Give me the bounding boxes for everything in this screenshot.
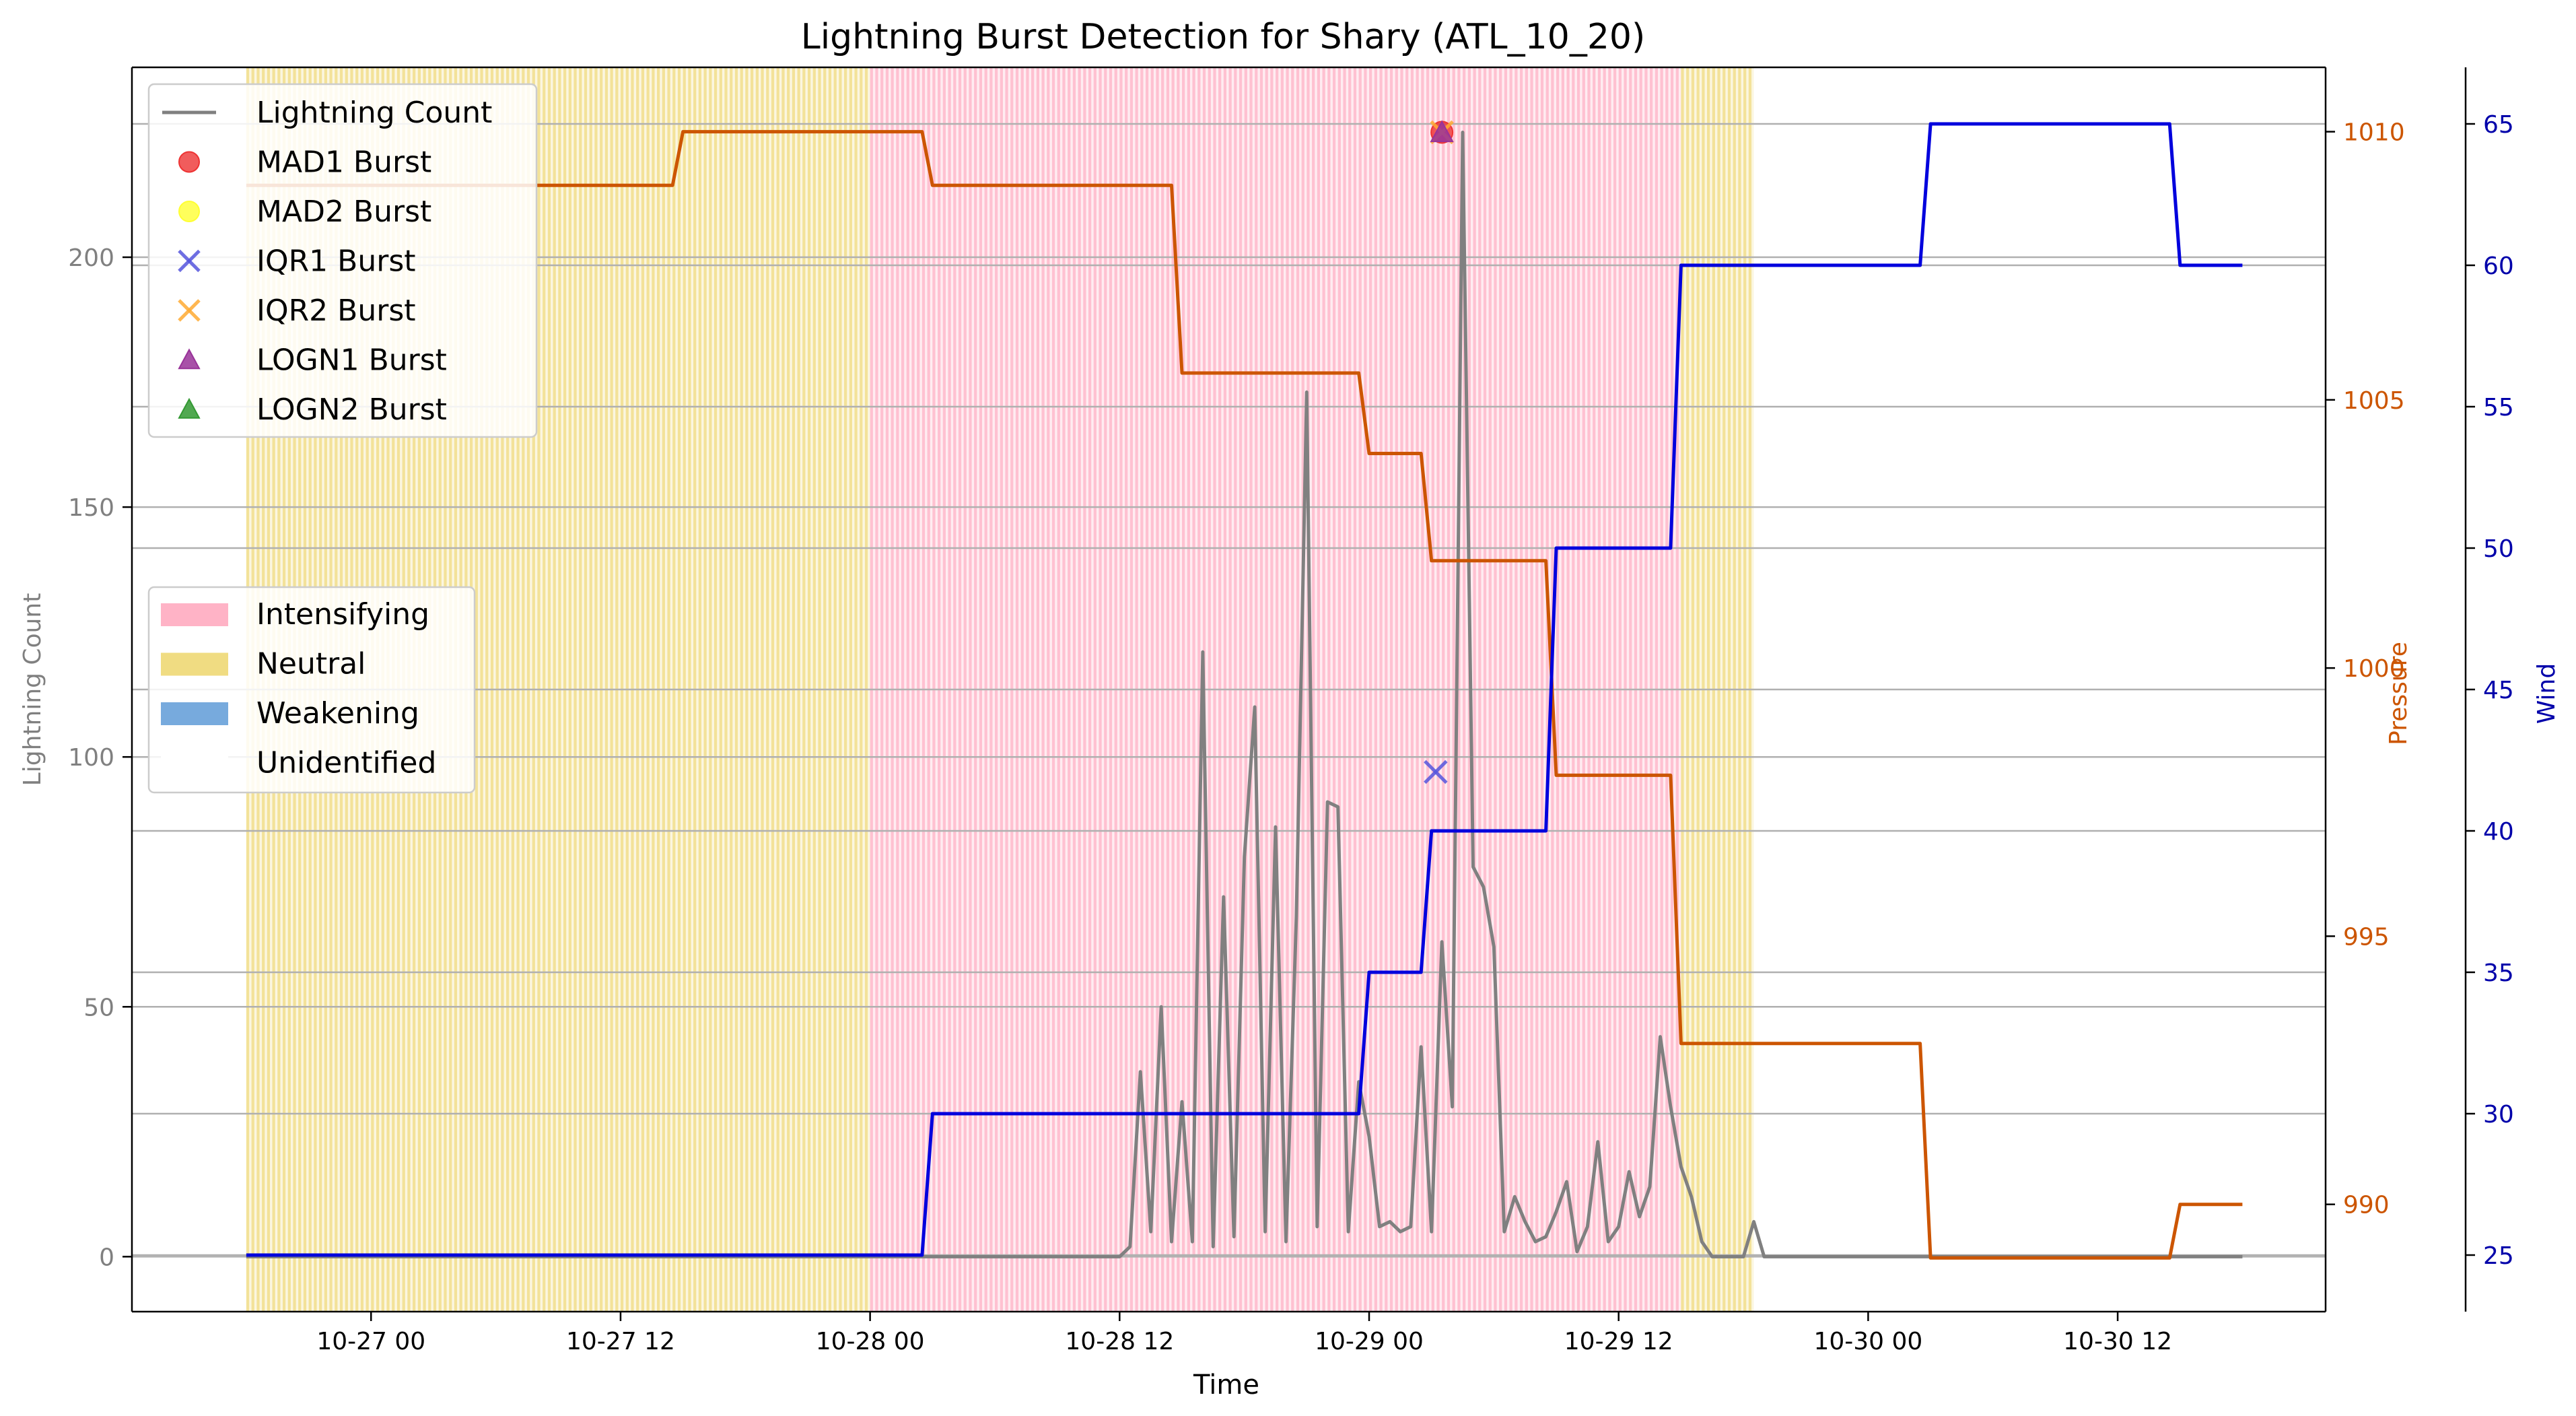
y-tick-label-pressure: 995 — [2343, 923, 2390, 951]
y-axis-label-left: Lightning Count — [19, 593, 46, 786]
x-axis-label: Time — [1193, 1370, 1259, 1401]
burst-markers — [1424, 120, 1454, 784]
legend-marker-swatch — [178, 299, 201, 322]
legend-phases: Intensifying Neutral Weakening Unidentified — [147, 586, 476, 794]
legend-entry: Intensifying — [161, 597, 429, 632]
legend-entry: MAD1 Burst — [178, 145, 431, 180]
y-axis-label-wind: Wind — [2533, 663, 2561, 724]
y-tick-label-left: 200 — [68, 244, 114, 272]
y-tick-label-wind: 50 — [2483, 535, 2514, 563]
x-stroke — [1424, 760, 1448, 784]
legend-entry: IQR2 Burst — [178, 294, 416, 328]
axes: 10-27 00 10-27 12 10-28 00 10-28 12 10-29 00… — [68, 66, 2514, 1355]
legend-label: Unidentified — [256, 746, 436, 780]
legend-marker-swatch — [178, 348, 201, 370]
x-tick-label: 10-29 00 — [1315, 1328, 1424, 1355]
series-layer — [246, 122, 2243, 1260]
legend-label: Neutral — [256, 647, 365, 681]
legend-markers: Lightning Count MAD1 Burst MAD2 Burst IQR1 … — [147, 83, 538, 438]
y-tick-label-pressure: 1000 — [2343, 655, 2405, 683]
y-tick-label-wind: 55 — [2483, 394, 2514, 422]
y-tick-label-wind: 60 — [2483, 252, 2514, 280]
x-tick-label: 10-28 00 — [816, 1328, 925, 1355]
legend-label: Lightning Count — [256, 96, 492, 130]
y-tick-label-pressure: 990 — [2343, 1192, 2390, 1219]
legend-phases-box — [147, 586, 476, 794]
legend-entry: Neutral — [161, 647, 365, 681]
y-axis-label-pressure: Pressure — [2385, 642, 2412, 745]
legend-label: IQR1 Burst — [256, 244, 416, 279]
legend-entry: LOGN2 Burst — [178, 393, 447, 427]
y-tick-label-pressure: 1005 — [2343, 387, 2405, 415]
legend-label: LOGN1 Burst — [256, 343, 447, 378]
legend-label: Intensifying — [256, 597, 429, 632]
iqr1-burst-marker — [1424, 760, 1448, 784]
legend-marker-swatch — [178, 201, 200, 222]
x-tick-label: 10-27 12 — [566, 1328, 675, 1355]
lightning-count-line — [246, 131, 2243, 1258]
y-tick-label-left: 0 — [99, 1244, 114, 1271]
x-tick-label: 10-30 00 — [1813, 1328, 1922, 1355]
legend-phase-swatch — [161, 702, 228, 725]
legend-label: Weakening — [256, 696, 419, 731]
legend-marker-swatch — [178, 249, 201, 273]
legend-entry: LOGN1 Burst — [178, 343, 447, 378]
y-tick-label-wind: 25 — [2483, 1242, 2514, 1270]
x-tick-label: 10-29 12 — [1564, 1328, 1673, 1355]
legend-entry: Unidentified — [161, 746, 436, 780]
legend-marker-swatch — [178, 397, 201, 419]
legend-entry: Weakening — [161, 696, 419, 731]
legend-label: IQR2 Burst — [256, 294, 416, 328]
y-tick-label-left: 150 — [68, 494, 114, 522]
x-tick-label: 10-28 12 — [1065, 1328, 1174, 1355]
pressure-line — [246, 130, 2243, 1260]
y-tick-label-wind: 30 — [2483, 1101, 2514, 1128]
legend-entry: MAD2 Burst — [178, 195, 431, 229]
legend-markers-box — [147, 83, 538, 438]
legend-entry: IQR1 Burst — [178, 244, 416, 279]
y-tick-label-wind: 40 — [2483, 818, 2514, 846]
legend-label: MAD1 Burst — [256, 145, 431, 180]
y-tick-label-left: 100 — [68, 744, 114, 772]
y-tick-label-wind: 45 — [2483, 677, 2514, 704]
legend-label: LOGN2 Burst — [256, 393, 447, 427]
x-stroke — [178, 299, 201, 322]
legend-phase-swatch — [161, 603, 228, 626]
y-tick-label-pressure: 1010 — [2343, 119, 2405, 147]
legend-phase-swatch — [161, 652, 228, 676]
legend-label: MAD2 Burst — [256, 195, 431, 229]
y-tick-label-wind: 35 — [2483, 959, 2514, 987]
wind-line — [246, 122, 2243, 1257]
x-stroke — [178, 249, 201, 273]
logn1-burst-marker — [1430, 120, 1454, 143]
x-tick-label: 10-30 12 — [2063, 1328, 2172, 1355]
y-tick-label-left: 50 — [83, 994, 114, 1021]
chart-title: Lightning Burst Detection for Shary (ATL… — [801, 17, 1646, 57]
y-tick-label-wind: 65 — [2483, 111, 2514, 139]
x-tick-label: 10-27 00 — [316, 1328, 425, 1355]
legend-marker-swatch — [178, 151, 200, 173]
legend-phase-swatch — [161, 751, 228, 775]
legend-entry: Lightning Count — [162, 96, 492, 130]
